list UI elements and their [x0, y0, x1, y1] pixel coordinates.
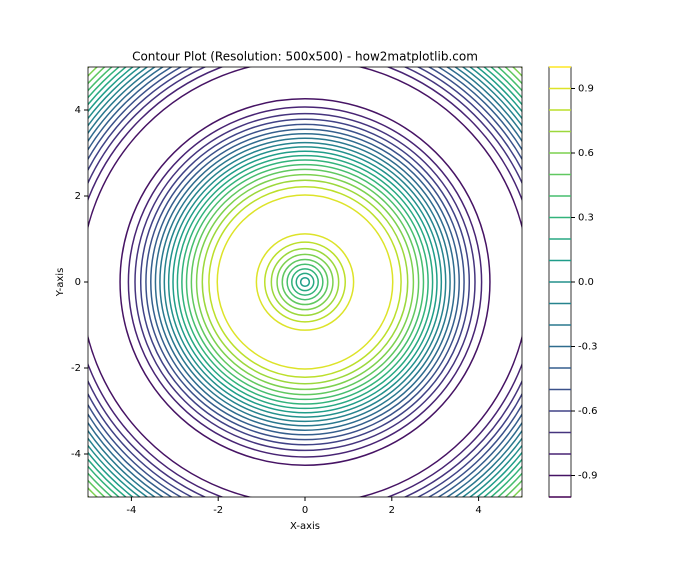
x-tick-label: -4 [126, 505, 136, 516]
contour-line [216, 194, 394, 370]
contour-line [185, 163, 425, 401]
contour-line [127, 106, 483, 458]
contour-line [88, 67, 522, 497]
plot-frame [87, 66, 523, 498]
contour-line [88, 67, 522, 497]
contour-line [88, 67, 522, 497]
contour-line [88, 67, 522, 497]
contour-line [190, 168, 420, 396]
x-tick-label: 2 [389, 505, 395, 516]
contour-line [264, 241, 346, 323]
y-tick-label: 2 [75, 191, 81, 202]
contour-line [88, 67, 522, 497]
colorbar-tick-label: 0.0 [578, 277, 594, 288]
contour-line [150, 128, 460, 436]
contour-line [299, 276, 311, 288]
colorbar-tick-label: -0.9 [578, 471, 598, 482]
x-tick-label: 4 [475, 505, 481, 516]
contour-line [163, 141, 447, 423]
contour-line [88, 67, 522, 497]
contour-line [88, 67, 522, 497]
contour-line [88, 67, 522, 497]
contour-line [154, 133, 456, 431]
contour-line [201, 179, 409, 385]
contour-line [88, 67, 522, 497]
contour-line [145, 123, 465, 441]
contour-line [270, 247, 340, 317]
contour-line [167, 146, 443, 418]
x-axis-label: X-axis [290, 521, 320, 532]
contour-line [88, 67, 522, 497]
contour-line [119, 98, 491, 466]
contour-line [134, 112, 476, 452]
contour-line [291, 268, 319, 296]
contour-line [286, 263, 324, 301]
contour-line [181, 159, 429, 405]
contour-line [281, 258, 329, 306]
contour-lines [88, 67, 522, 497]
contour-line [276, 253, 334, 311]
chart-title: Contour Plot (Resolution: 500x500) - how… [132, 50, 478, 64]
y-tick-label: -4 [71, 449, 81, 460]
contour-line [139, 118, 471, 446]
contour-line [295, 272, 315, 292]
x-tick-label: 0 [302, 505, 308, 516]
y-tick-label: 4 [75, 105, 81, 116]
colorbar-tick-label: 0.9 [578, 84, 594, 95]
colorbar-tick-label: 0.6 [578, 148, 594, 159]
y-tick-label: 0 [75, 277, 81, 288]
colorbar-tick-label: -0.3 [578, 342, 598, 353]
contour-line [172, 150, 438, 414]
contour-line [88, 67, 522, 497]
colorbar-tick-label: -0.6 [578, 406, 598, 417]
contour-line [88, 67, 522, 497]
contour-line [159, 137, 451, 427]
contour-line [176, 154, 434, 410]
colorbar-tick-label: 0.3 [578, 213, 594, 224]
x-tick-label: -2 [213, 505, 223, 516]
contour-line [255, 233, 355, 331]
y-axis-label: Y-axis [55, 268, 66, 298]
contour-line [88, 67, 522, 497]
contour-line [195, 173, 415, 391]
contour-line [88, 67, 522, 497]
y-tick-label: -2 [71, 363, 81, 374]
contour-line [208, 186, 402, 378]
